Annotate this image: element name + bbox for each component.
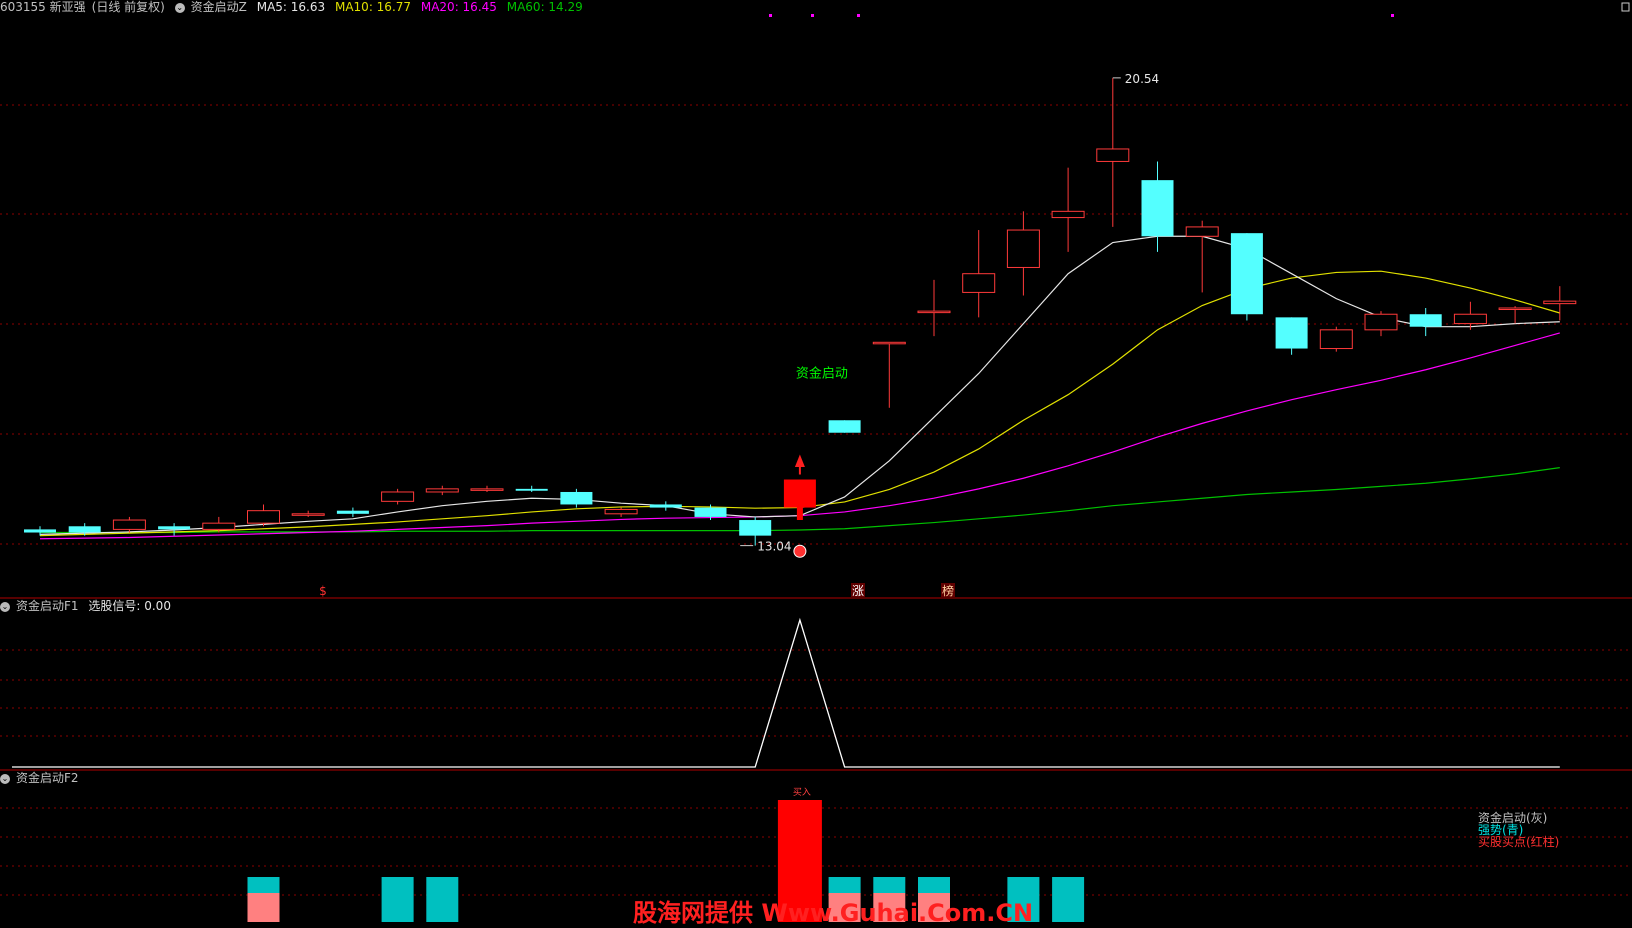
tick-mark: [1391, 14, 1394, 17]
strength-bar: [873, 893, 906, 922]
candle-body: [1230, 233, 1263, 315]
marker-label: 涨: [852, 583, 864, 598]
signal-text: 资金启动: [796, 365, 848, 381]
candle-body: [1185, 226, 1219, 237]
signal-line: [12, 617, 1560, 768]
candle-body: [694, 507, 727, 517]
candle-body: [24, 529, 56, 533]
strength-bar: [828, 877, 861, 893]
tick-mark: [769, 14, 772, 17]
strength-bar: [426, 877, 459, 922]
strength-bar: [1007, 877, 1040, 922]
f2-header: ⌄ 资金启动F2: [0, 771, 85, 785]
candle-body: [962, 273, 996, 293]
period-label: (日线 前复权): [91, 0, 165, 14]
candle-body: [1319, 329, 1353, 350]
legend-item: 强势(青): [1478, 823, 1524, 837]
marker-label: 榜: [942, 583, 954, 598]
legend-item: 资金启动(灰): [1478, 811, 1548, 825]
candle-body: [68, 526, 101, 533]
buy-point-icon: [793, 544, 807, 558]
candle-body: [158, 526, 191, 530]
candle-body: [560, 491, 593, 505]
main-header: 603155 新亚强 (日线 前复权) ⌄ 资金启动Z MA5: 16.63 MA1…: [0, 0, 589, 14]
candle-body: [1409, 314, 1442, 327]
candle-body: [604, 508, 638, 515]
f1-value: 选股信号: 0.00: [88, 599, 171, 613]
buy-bar: [777, 800, 822, 922]
candle-body: [1275, 317, 1308, 349]
candle-body: [649, 504, 682, 508]
chevron-down-icon[interactable]: ⌄: [174, 2, 185, 13]
f2-title[interactable]: 资金启动F2: [16, 771, 79, 785]
candle-body: [1453, 313, 1487, 325]
chevron-down-icon[interactable]: ⌄: [0, 773, 10, 784]
marker-bg: [851, 583, 865, 597]
strength-bar: [1052, 877, 1085, 922]
f1-title[interactable]: 资金启动F1: [16, 599, 79, 613]
ma5-label: MA5: 16.63: [256, 0, 326, 14]
marker-bg: [941, 583, 955, 597]
candle-body: [425, 488, 459, 493]
f1-header: ⌄ 资金启动F1 选股信号: 0.00: [0, 599, 177, 613]
strength-bar: [381, 877, 414, 922]
candle-body: [291, 513, 325, 516]
candle-body: [1498, 307, 1532, 310]
candle-body: [1006, 229, 1040, 268]
stock-code: 603155: [0, 0, 46, 14]
formula-name[interactable]: 资金启动Z: [190, 0, 247, 14]
strength-bar: [247, 877, 280, 893]
candle-body: [336, 510, 369, 514]
candle-body: [1051, 210, 1085, 219]
candle-body: [470, 488, 504, 491]
buy-bar-label: 买入: [793, 787, 811, 798]
tick-mark: [811, 14, 814, 17]
tick-mark: [857, 14, 860, 17]
candle-body: [1141, 180, 1174, 237]
ma60-line: [40, 467, 1560, 534]
strength-bar: [247, 893, 280, 922]
candle-body: [872, 341, 906, 345]
high-label: 20.54: [1125, 72, 1159, 86]
f2-legend: 资金启动(灰) 强势(青) 买股买点(红柱): [1478, 812, 1559, 848]
candle-body: [828, 420, 861, 433]
strength-bar: [873, 877, 906, 893]
candle-body: [739, 520, 772, 536]
strength-bar: [918, 877, 950, 893]
ma10-label: MA10: 16.77: [334, 0, 412, 14]
ma60-label: MA60: 14.29: [506, 0, 583, 14]
candle-body: [917, 310, 951, 314]
candle-body: [783, 479, 816, 508]
candle-body: [247, 510, 280, 524]
candle-body: [112, 519, 146, 530]
candle-body: [1096, 148, 1130, 162]
watermark: 股海网提供 Www.Guhai.Com.CN: [633, 899, 1034, 927]
candle-body: [1364, 313, 1398, 331]
ma20-label: MA20: 16.45: [420, 0, 497, 14]
strength-bar: [918, 893, 950, 922]
chevron-down-icon[interactable]: ⌄: [0, 601, 10, 612]
candle-body: [515, 488, 548, 491]
stock-name: 新亚强: [49, 0, 86, 14]
candle-body: [202, 522, 236, 530]
marker-label: $: [319, 584, 327, 598]
legend-item: 买股买点(红柱): [1478, 835, 1560, 849]
strength-bar: [828, 893, 861, 922]
candle-body: [381, 491, 415, 502]
low-label: 13.04: [757, 540, 791, 554]
window-restore-icon: [1621, 2, 1630, 12]
candle-body: [1543, 300, 1577, 305]
